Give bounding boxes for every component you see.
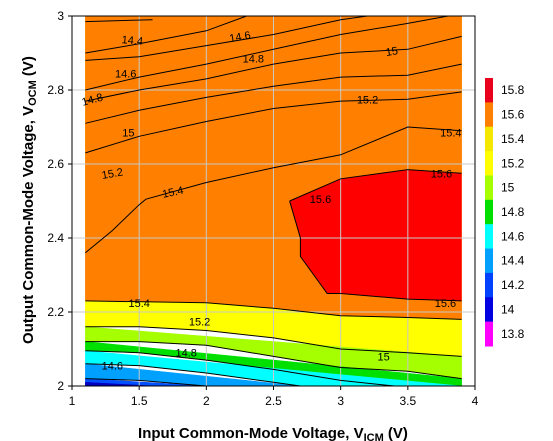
colorbar-swatch (485, 175, 493, 201)
contour-label: 14.6 (115, 68, 136, 80)
contour-label: 15.2 (357, 94, 378, 106)
x-tick-label: 2.5 (265, 394, 282, 408)
x-tick-label: 3 (337, 394, 344, 408)
colorbar-label: 14.2 (501, 278, 525, 292)
y-axis-ticks: 2 2.2 2.4 2.6 2.8 3 (47, 9, 72, 393)
colorbar-swatch (485, 151, 493, 176)
contour-label: 14.8 (243, 54, 264, 66)
colorbar-label: 14.6 (501, 229, 525, 243)
x-tick-label: 1.5 (131, 394, 148, 408)
y-axis-title: Output Common-Mode Voltage, VOCM (V) (20, 56, 39, 344)
x-tick-label: 2 (203, 394, 210, 408)
colorbar-swatch (485, 297, 493, 323)
contour-line (85, 341, 462, 380)
contour-line (85, 300, 462, 320)
contour-line (85, 363, 301, 387)
contour-label: 14.6 (102, 361, 123, 373)
contour-label: 15 (378, 351, 390, 363)
colorbar-label: 14 (501, 302, 515, 316)
contour-line (85, 326, 462, 357)
colorbar: 15.8 15.6 15.4 15.2 15 14.8 14.6 14.4 14.2 14 13.8 (485, 78, 525, 347)
contour-line (85, 126, 462, 254)
grid-lines (72, 16, 475, 386)
contour-label: 15.6 (310, 194, 331, 206)
colorbar-label: 15.6 (501, 108, 525, 122)
colorbar-swatch (485, 272, 493, 298)
contour-label: 15.2 (101, 166, 124, 182)
y-tick-label: 3 (57, 9, 64, 23)
contour-label: 15.4 (161, 185, 184, 201)
contour-line (85, 19, 153, 23)
colorbar-label: 15.2 (501, 156, 525, 170)
y-tick-label: 2.4 (47, 231, 64, 245)
contour-label: 15.6 (431, 168, 452, 180)
x-axis-title: Input Common-Mode Voltage, VICM (V) (138, 425, 408, 441)
contour-line (85, 35, 462, 102)
x-tick-label: 3.5 (399, 394, 416, 408)
contour-line (85, 91, 462, 154)
contour-line (85, 350, 395, 387)
contour-label: 14.8 (81, 92, 105, 109)
contour-line (85, 63, 462, 124)
contour-label: 15.2 (189, 316, 210, 328)
colorbar-swatch (485, 126, 493, 152)
colorbar-swatch (485, 78, 493, 103)
colorbar-swatch (485, 102, 493, 128)
peak-region (289, 169, 462, 301)
y-tick-label: 2.6 (47, 157, 64, 171)
colorbar-swatch (485, 224, 493, 250)
contour-label: 15 (385, 45, 399, 59)
contour-lines (85, 15, 462, 387)
contour-line (289, 200, 462, 302)
contour-line (85, 15, 449, 91)
colorbar-label: 15.4 (501, 132, 525, 146)
contour-line (85, 15, 368, 61)
contour-labels: 14.4 14.6 14.6 14.8 15 14.8 15 15.2 15.2 15.4 15.4… (81, 30, 462, 373)
colorbar-label: 14.8 (501, 205, 525, 219)
contour-label: 14.6 (229, 30, 252, 46)
colorbar-label: 13.8 (501, 327, 525, 341)
x-tick-label: 4 (472, 394, 479, 408)
contour-label: 15.6 (435, 298, 456, 310)
y-tick-label: 2.2 (47, 305, 64, 319)
contour-line (289, 169, 462, 202)
colorbar-label: 15.8 (501, 83, 525, 97)
contour-label: 14.4 (121, 34, 143, 48)
contour-line (85, 378, 207, 387)
contour-label: 15.4 (440, 128, 461, 140)
contour-line (85, 15, 247, 54)
colorbar-swatch (485, 321, 493, 347)
x-axis-ticks: 1 1.5 2 2.5 3 3.5 4 (69, 386, 479, 408)
colorbar-swatch (485, 248, 493, 274)
colorbar-label: 15 (501, 181, 515, 195)
contour-label: 15 (122, 128, 134, 140)
contour-label: 14.8 (175, 348, 196, 360)
x-tick-label: 1 (69, 394, 76, 408)
colorbar-swatch (485, 199, 493, 225)
contour-label: 15.4 (128, 298, 149, 310)
colorbar-label: 14.4 (501, 254, 525, 268)
y-tick-label: 2 (57, 379, 64, 393)
y-tick-label: 2.8 (47, 83, 64, 97)
